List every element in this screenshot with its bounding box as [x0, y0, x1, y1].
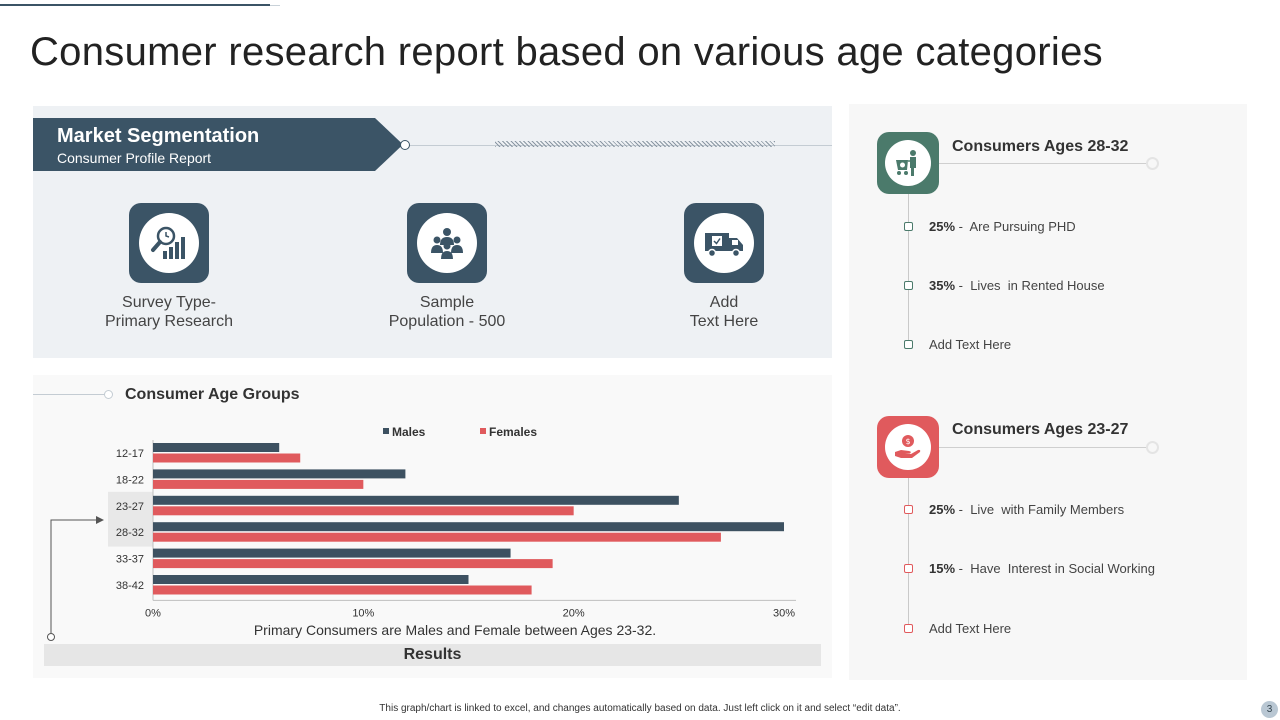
- group-2-bullet: [904, 624, 913, 633]
- group-1-bullet: [904, 340, 913, 349]
- bar-females-12-17: [153, 453, 301, 463]
- segmentation-subtitle: Consumer Profile Report: [57, 150, 212, 166]
- y-category-label: 18-22: [116, 474, 144, 486]
- bar-females-23-27: [153, 506, 574, 516]
- delivery-truck-icon: [705, 233, 743, 258]
- group-2-item: Add Text Here: [929, 621, 1012, 636]
- segment-icon-tile: [129, 203, 209, 283]
- bar-males-23-27: [153, 495, 679, 505]
- segment-sample-population: Sample Population - 500: [347, 203, 547, 331]
- segmentation-banner: Market Segmentation Consumer Profile Rep…: [33, 118, 403, 171]
- chart-caption: Primary Consumers are Males and Female b…: [253, 622, 657, 638]
- banner-hatch-decoration: [495, 141, 775, 147]
- svg-text:$: $: [905, 437, 910, 446]
- page-title: Consumer research report based on variou…: [30, 30, 1103, 74]
- x-tick-label: 0%: [145, 607, 161, 619]
- y-category-label: 28-32: [116, 527, 144, 539]
- y-category-label: 12-17: [116, 448, 144, 460]
- segment-label: Sample Population - 500: [388, 294, 506, 330]
- group-2-item: 25% - Live with Family Members: [929, 502, 1125, 517]
- top-accent-rule: [0, 4, 270, 6]
- group-2-title: Consumers Ages 23-27: [952, 421, 1129, 438]
- bar-males-33-37: [153, 548, 511, 558]
- segment-icon-tile: [407, 203, 487, 283]
- hand-money-icon: $: [895, 435, 921, 458]
- y-category-label: 23-27: [116, 501, 144, 513]
- highlight-band: [108, 491, 153, 547]
- banner-connector-dot: [400, 140, 410, 150]
- segment-icon-tile: [684, 203, 764, 283]
- group-1-line-dot: [1146, 157, 1159, 170]
- chart-title: Consumer Age Groups: [125, 386, 300, 403]
- group-1-timeline: [908, 193, 909, 345]
- chart-heading-line: [33, 394, 105, 395]
- x-tick-label: 20%: [563, 607, 585, 619]
- magnifier-chart-icon: [151, 226, 185, 259]
- group-1-item: 25% - Are Pursuing PHD: [929, 219, 1076, 234]
- y-category-label: 38-42: [116, 580, 144, 592]
- bar-males-28-32: [153, 522, 784, 532]
- group-1-item: 35% - Lives in Rented House: [929, 278, 1105, 293]
- results-label: Results: [44, 644, 821, 666]
- x-tick-label: 30%: [773, 607, 795, 619]
- legend-swatch-females: [480, 428, 486, 434]
- footer-note: This graph/chart is linked to excel, and…: [379, 703, 901, 714]
- top-accent-rule-thin: [270, 5, 280, 6]
- segment-label: Survey Type- Primary Research: [104, 294, 234, 330]
- legend-swatch-males: [383, 428, 389, 434]
- bar-females-28-32: [153, 532, 721, 542]
- segmentation-title: Market Segmentation: [57, 125, 260, 147]
- group-2-timeline: [908, 477, 909, 629]
- group-2-item: 15% - Have Interest in Social Working: [929, 561, 1155, 576]
- segment-add-text: Add Text Here: [624, 203, 824, 331]
- y-category-label: 33-37: [116, 554, 144, 566]
- group-2-icon-tile: $: [877, 416, 939, 478]
- group-2-line-dot: [1146, 441, 1159, 454]
- segment-label: Add Text Here: [689, 294, 759, 330]
- group-2-bullet: [904, 564, 913, 573]
- chart-heading-dot: [104, 390, 113, 399]
- group-1-bullet: [904, 281, 913, 290]
- group-1-icon-tile: [877, 132, 939, 194]
- group-2-bullet: [904, 505, 913, 514]
- group-2-title-line: [939, 447, 1149, 448]
- people-group-icon: [431, 228, 463, 259]
- page-number: 3: [1261, 701, 1278, 718]
- bar-males-12-17: [153, 443, 280, 452]
- legend-label-males: Males: [392, 425, 426, 439]
- group-1-title: Consumers Ages 28-32: [952, 138, 1129, 155]
- bar-females-18-22: [153, 479, 364, 489]
- bar-males-38-42: [153, 575, 469, 584]
- group-1-bullet: [904, 222, 913, 231]
- shopping-cart-person-icon: [896, 150, 916, 176]
- group-1-item: Add Text Here: [929, 337, 1012, 352]
- x-tick-label: 10%: [352, 607, 374, 619]
- bar-males-18-22: [153, 469, 406, 479]
- legend-label-females: Females: [489, 425, 537, 439]
- bar-females-38-42: [153, 585, 532, 595]
- highlight-pointer: [47, 516, 104, 641]
- bar-females-33-37: [153, 559, 553, 569]
- consumer-groups-panel: [849, 104, 1247, 680]
- group-1-title-line: [939, 163, 1149, 164]
- segment-survey-type: Survey Type- Primary Research: [69, 203, 269, 331]
